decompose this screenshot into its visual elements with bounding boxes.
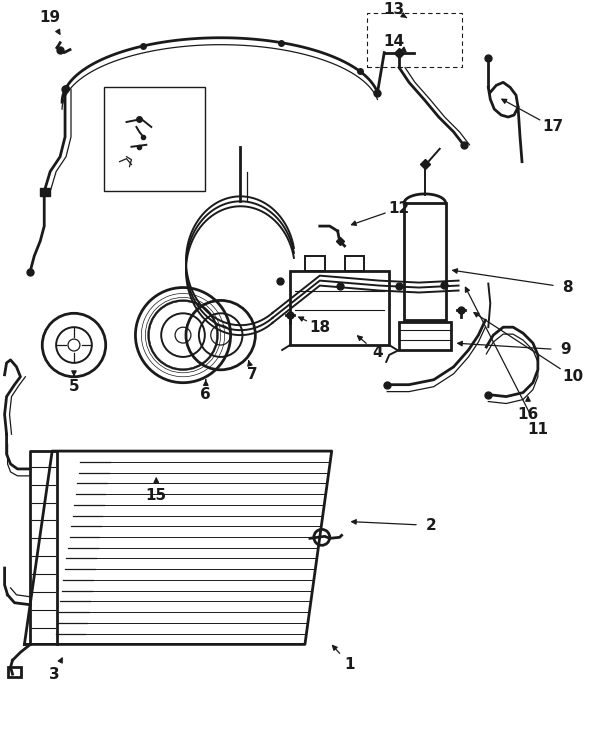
Text: 5: 5 <box>69 379 79 394</box>
Bar <box>345 256 364 270</box>
Bar <box>40 188 50 196</box>
Text: 17: 17 <box>542 119 563 134</box>
Text: 4: 4 <box>372 345 383 361</box>
Text: 1: 1 <box>345 657 355 671</box>
Text: 2: 2 <box>425 518 436 533</box>
Text: 14: 14 <box>384 34 405 49</box>
Bar <box>104 87 205 191</box>
Text: 6: 6 <box>200 387 211 402</box>
Text: 7: 7 <box>247 367 258 383</box>
Text: 13: 13 <box>384 2 405 18</box>
Text: 15: 15 <box>146 488 167 503</box>
Text: 12: 12 <box>388 201 410 216</box>
Text: 18: 18 <box>309 320 330 335</box>
Bar <box>367 13 462 67</box>
Bar <box>404 203 446 320</box>
Text: 19: 19 <box>40 10 61 26</box>
Text: 16: 16 <box>517 407 539 422</box>
Text: 3: 3 <box>49 666 59 682</box>
Text: 9: 9 <box>560 342 571 358</box>
Bar <box>399 323 451 350</box>
Text: 11: 11 <box>527 421 548 437</box>
Text: 8: 8 <box>563 280 573 295</box>
Bar <box>8 667 21 677</box>
Bar <box>290 270 389 345</box>
Bar <box>305 256 325 270</box>
Text: 10: 10 <box>562 369 583 384</box>
